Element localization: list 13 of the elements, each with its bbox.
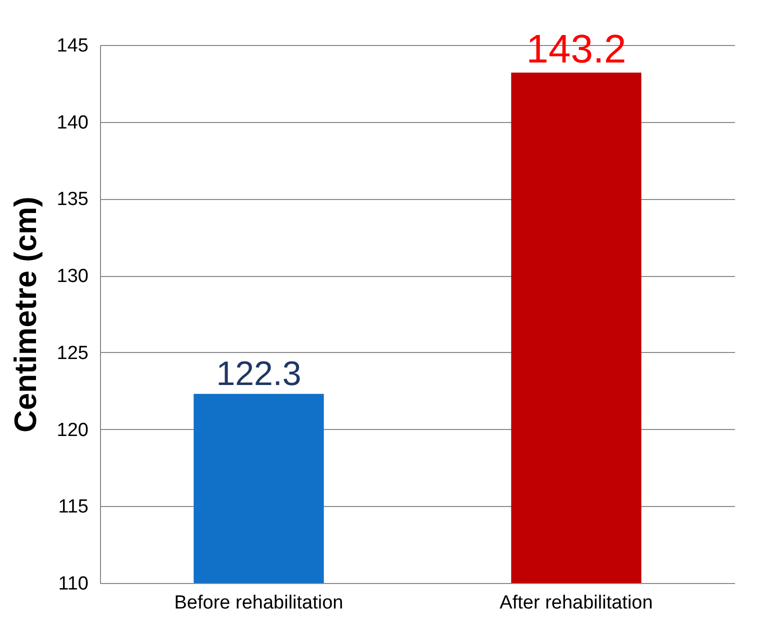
y-tick-label: 110 bbox=[58, 574, 88, 594]
y-tick-label: 120 bbox=[56, 420, 88, 441]
x-tick-label: Before rehabilitation bbox=[174, 592, 344, 614]
y-tick-label: 130 bbox=[56, 266, 88, 288]
data-label: 122.3 bbox=[216, 354, 302, 393]
y-tick-label: 125 bbox=[56, 342, 88, 364]
y-tick-label: 135 bbox=[56, 189, 88, 210]
y-axis-title: Centimetre (cm) bbox=[8, 196, 43, 432]
y-tick-label: 115 bbox=[58, 496, 88, 518]
y-tick-label: 145 bbox=[56, 36, 88, 56]
data-label: 143.2 bbox=[526, 28, 626, 72]
x-tick-label: After rehabilitation bbox=[500, 592, 653, 614]
y-tick-label: 140 bbox=[56, 112, 88, 134]
